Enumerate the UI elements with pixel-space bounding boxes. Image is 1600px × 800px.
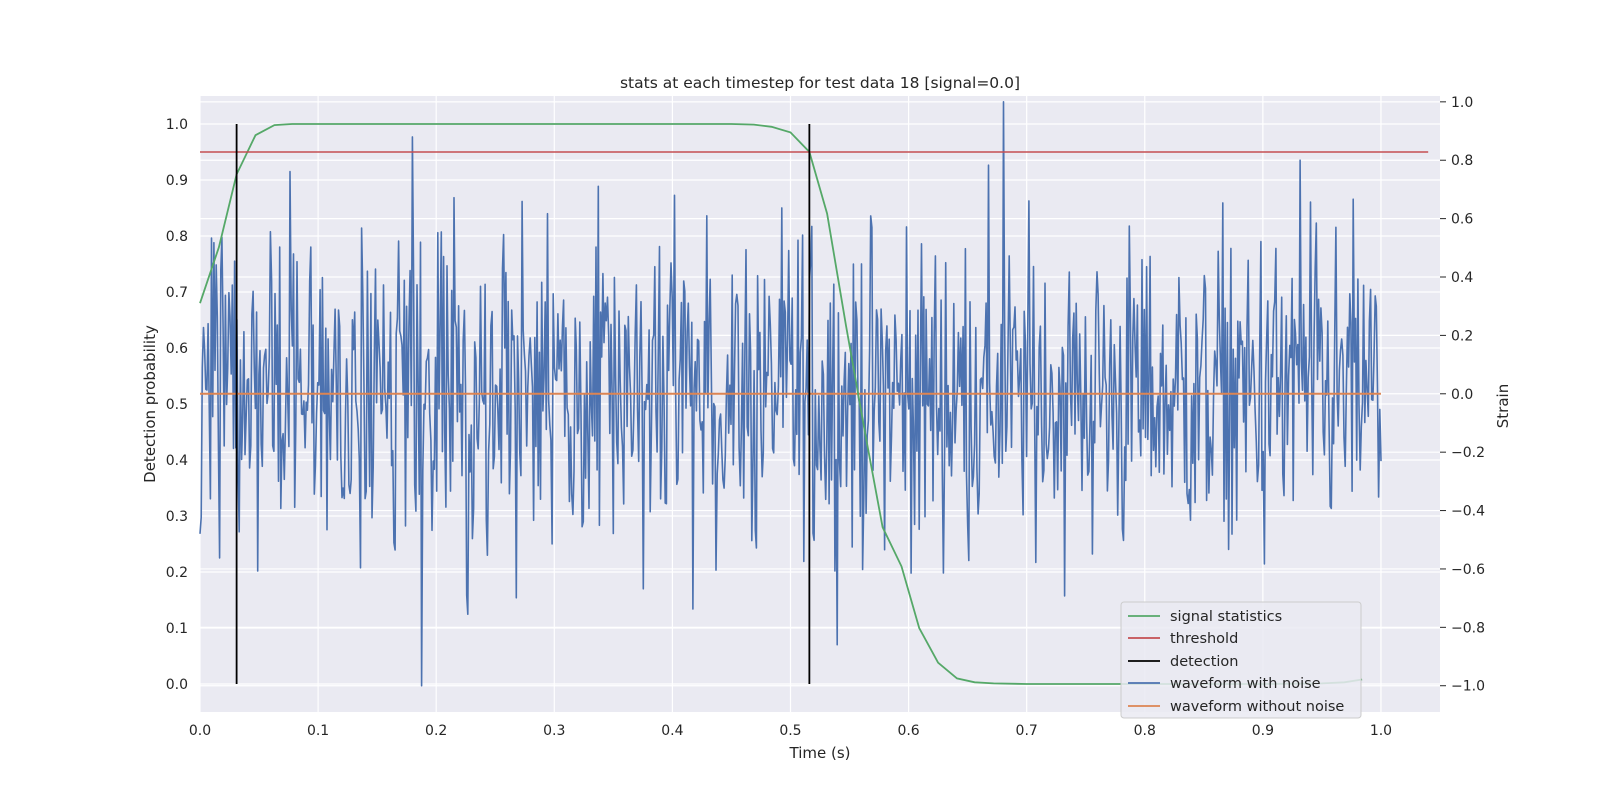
x-tick-label: 0.5: [779, 723, 801, 739]
x-axis-title: Time (s): [789, 744, 851, 762]
x-tick-label: 0.1: [307, 723, 329, 739]
x-tick-label: 0.8: [1134, 723, 1156, 739]
legend-label-detection: detection: [1170, 654, 1238, 670]
y2-tick-label: −0.8: [1451, 620, 1485, 636]
legend-box: [1120, 601, 1362, 719]
x-tick-label: 0.9: [1252, 723, 1274, 739]
y-tick-label: 0.9: [166, 173, 188, 189]
right-axis-ticks: −1.0 −0.8 −0.6 −0.4 −0.2 0.0 0.2 0.4 0.6 0.8 1.0: [1440, 95, 1485, 695]
y-tick-label: 0.6: [166, 341, 188, 357]
x-tick-label: 0.2: [425, 723, 447, 739]
y-tick-label: 0.4: [166, 453, 188, 469]
y-tick-label: 0.7: [166, 285, 188, 301]
legend-label-threshold: threshold: [1170, 631, 1238, 647]
x-tick-label: 0.6: [897, 723, 919, 739]
chart-title: stats at each timestep for test data 18 …: [620, 74, 1020, 92]
y2-tick-label: −0.4: [1451, 504, 1485, 520]
series-waveform-with-noise: [199, 101, 1382, 687]
y2-tick-label: −0.2: [1451, 445, 1485, 461]
x-tick-label: 0.7: [1016, 723, 1038, 739]
legend: signal statistics threshold detection wa…: [1120, 601, 1362, 719]
y2-tick-label: 0.0: [1451, 387, 1473, 403]
legend-label-signal-statistics: signal statistics: [1170, 609, 1282, 625]
legend-label-waveform-without-noise: waveform without noise: [1170, 699, 1344, 715]
y-tick-label: 0.1: [166, 621, 188, 637]
legend-label-waveform-with-noise: waveform with noise: [1170, 676, 1321, 692]
left-axis-ticks: 0.0 0.1 0.2 0.3 0.4 0.5 0.6 0.7 0.8 0.9 1.0: [166, 117, 188, 693]
y-tick-label: 0.0: [166, 677, 188, 693]
x-tick-label: 1.0: [1370, 723, 1392, 739]
x-tick-label: 0.3: [543, 723, 565, 739]
y-tick-label: 1.0: [166, 117, 188, 133]
y2-tick-label: 1.0: [1451, 95, 1473, 111]
y2-tick-label: 0.6: [1451, 212, 1473, 228]
y2-axis-title: Strain: [1494, 384, 1512, 428]
y-tick-label: 0.5: [166, 397, 188, 413]
y2-tick-label: −1.0: [1451, 679, 1485, 695]
y-tick-label: 0.2: [166, 565, 188, 581]
x-tick-label: 0.4: [661, 723, 683, 739]
y2-tick-label: −0.6: [1451, 562, 1485, 578]
y2-tick-label: 0.2: [1451, 328, 1473, 344]
y-axis-title: Detection probability: [141, 325, 159, 483]
series-lines: [199, 101, 1429, 687]
y-tick-label: 0.8: [166, 229, 188, 245]
series-signal-statistics: [199, 123, 1363, 685]
y2-tick-label: 0.4: [1451, 270, 1473, 286]
x-axis-ticks: 0.0 0.1 0.2 0.3 0.4 0.5 0.6 0.7 0.8 0.9 1.0: [189, 723, 1392, 739]
x-tick-label: 0.0: [189, 723, 211, 739]
y-tick-label: 0.3: [166, 509, 188, 525]
y2-tick-label: 0.8: [1451, 153, 1473, 169]
